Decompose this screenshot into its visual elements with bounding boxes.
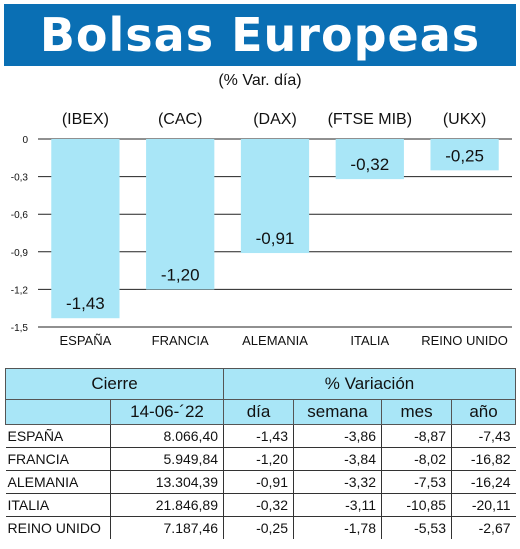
header-variacion: % Variación bbox=[223, 368, 517, 400]
index-label: (FTSE MIB) bbox=[328, 111, 412, 128]
x-tick-label: REINO UNIDO bbox=[421, 333, 508, 348]
row-dia: -0,25 bbox=[223, 516, 294, 539]
bar bbox=[430, 139, 499, 171]
index-label: (DAX) bbox=[253, 111, 297, 128]
row-cierre: 21.846,89 bbox=[109, 493, 224, 517]
row-mes: -5,53 bbox=[381, 516, 452, 539]
x-tick-label: ITALIA bbox=[350, 333, 389, 348]
table-subheader-row: 14-06-´22 día semana mes año bbox=[5, 399, 517, 425]
row-mes: -8,02 bbox=[381, 447, 452, 471]
index-label: (CAC) bbox=[158, 111, 202, 128]
row-cierre: 7.187,46 bbox=[109, 516, 224, 539]
table-row: REINO UNIDO 7.187,46 -0,25 -1,78 -5,53 -… bbox=[6, 516, 516, 539]
row-dia: -1,43 bbox=[223, 424, 294, 448]
table-row: ESPAÑA 8.066,40 -1,43 -3,86 -8,87 -7,43 bbox=[5, 424, 516, 448]
bar bbox=[51, 139, 120, 319]
row-cierre: 13.304,39 bbox=[109, 470, 224, 494]
y-tick-label: -1,2 bbox=[11, 285, 29, 296]
y-tick-label: 0 bbox=[22, 135, 28, 146]
row-name: FRANCIA bbox=[5, 447, 111, 471]
row-ano: -16,82 bbox=[451, 447, 516, 471]
table-header-row: Cierre % Variación bbox=[4, 368, 517, 400]
bar bbox=[240, 139, 310, 254]
chart-subtitle: (% Var. día) bbox=[218, 72, 302, 89]
row-mes: -10,85 bbox=[381, 493, 452, 517]
title-banner: Bolsas Europeas bbox=[4, 4, 516, 66]
row-name: ITALIA bbox=[5, 493, 111, 517]
header-empty bbox=[5, 399, 111, 425]
table-row: FRANCIA 5.949,84 -1,20 -3,84 -8,02 -16,8… bbox=[5, 447, 516, 471]
bar-value-label: -0,32 bbox=[350, 155, 389, 174]
bar-value-label: -1,20 bbox=[161, 265, 200, 284]
x-tick-label: ESPAÑA bbox=[60, 333, 112, 348]
header-cierre: Cierre bbox=[4, 368, 225, 400]
page-title: Bolsas Europeas bbox=[39, 8, 481, 62]
row-name: REINO UNIDO bbox=[7, 520, 101, 536]
x-tick-label: FRANCIA bbox=[152, 333, 209, 348]
row-mes: -8,87 bbox=[381, 424, 452, 448]
bar-value-label: -1,43 bbox=[66, 294, 105, 313]
row-ano: -2,67 bbox=[451, 516, 516, 539]
x-tick-label: ALEMANIA bbox=[242, 333, 308, 348]
y-tick-label: -0,3 bbox=[11, 173, 29, 184]
table-row: ITALIA 21.846,89 -0,32 -3,11 -10,85 -20,… bbox=[5, 493, 516, 517]
table-row: ALEMANIA 13.304,39 -0,91 -3,32 -7,53 -16… bbox=[5, 470, 516, 494]
row-mes: -7,53 bbox=[381, 470, 452, 494]
row-semana: -3,86 bbox=[293, 424, 382, 448]
row-dia: -0,32 bbox=[223, 493, 294, 517]
bar-value-label: -0,91 bbox=[256, 229, 295, 248]
bar bbox=[335, 139, 404, 180]
row-ano: -20,11 bbox=[451, 493, 516, 517]
row-ano: -7,43 bbox=[451, 424, 516, 448]
row-ano: -16,24 bbox=[451, 470, 516, 494]
y-tick-label: -0,9 bbox=[11, 248, 29, 259]
index-label: (IBEX) bbox=[62, 111, 109, 128]
row-cierre: 5.949,84 bbox=[109, 447, 224, 471]
row-semana: -3,84 bbox=[293, 447, 382, 471]
bar-chart: 0 -0,3 -0,6 -0,9 -1,2 -1,5 -1,43 (IBEX) ESPAÑA -1… bbox=[11, 111, 512, 348]
row-dia: -1,20 bbox=[223, 447, 294, 471]
row-name: ALEMANIA bbox=[5, 470, 111, 494]
header-ano: año bbox=[451, 399, 517, 425]
row-semana: -3,32 bbox=[293, 470, 382, 494]
row-semana: -3,11 bbox=[293, 493, 382, 517]
header-dia: día bbox=[223, 399, 295, 425]
row-cierre: 8.066,40 bbox=[109, 424, 224, 448]
row-name: ESPAÑA bbox=[5, 424, 111, 448]
y-tick-label: -0,6 bbox=[11, 210, 29, 221]
row-semana: -1,78 bbox=[293, 516, 382, 539]
header-mes: mes bbox=[381, 399, 453, 425]
bar-value-label: -0,25 bbox=[445, 146, 484, 165]
index-label: (UKX) bbox=[443, 111, 487, 128]
data-table: Cierre % Variación 14-06-´22 día semana … bbox=[4, 368, 517, 539]
bar bbox=[146, 139, 215, 290]
row-dia: -0,91 bbox=[223, 470, 294, 494]
header-semana: semana bbox=[293, 399, 383, 425]
header-date: 14-06-´22 bbox=[109, 399, 225, 425]
y-tick-label: -1,5 bbox=[11, 323, 29, 334]
